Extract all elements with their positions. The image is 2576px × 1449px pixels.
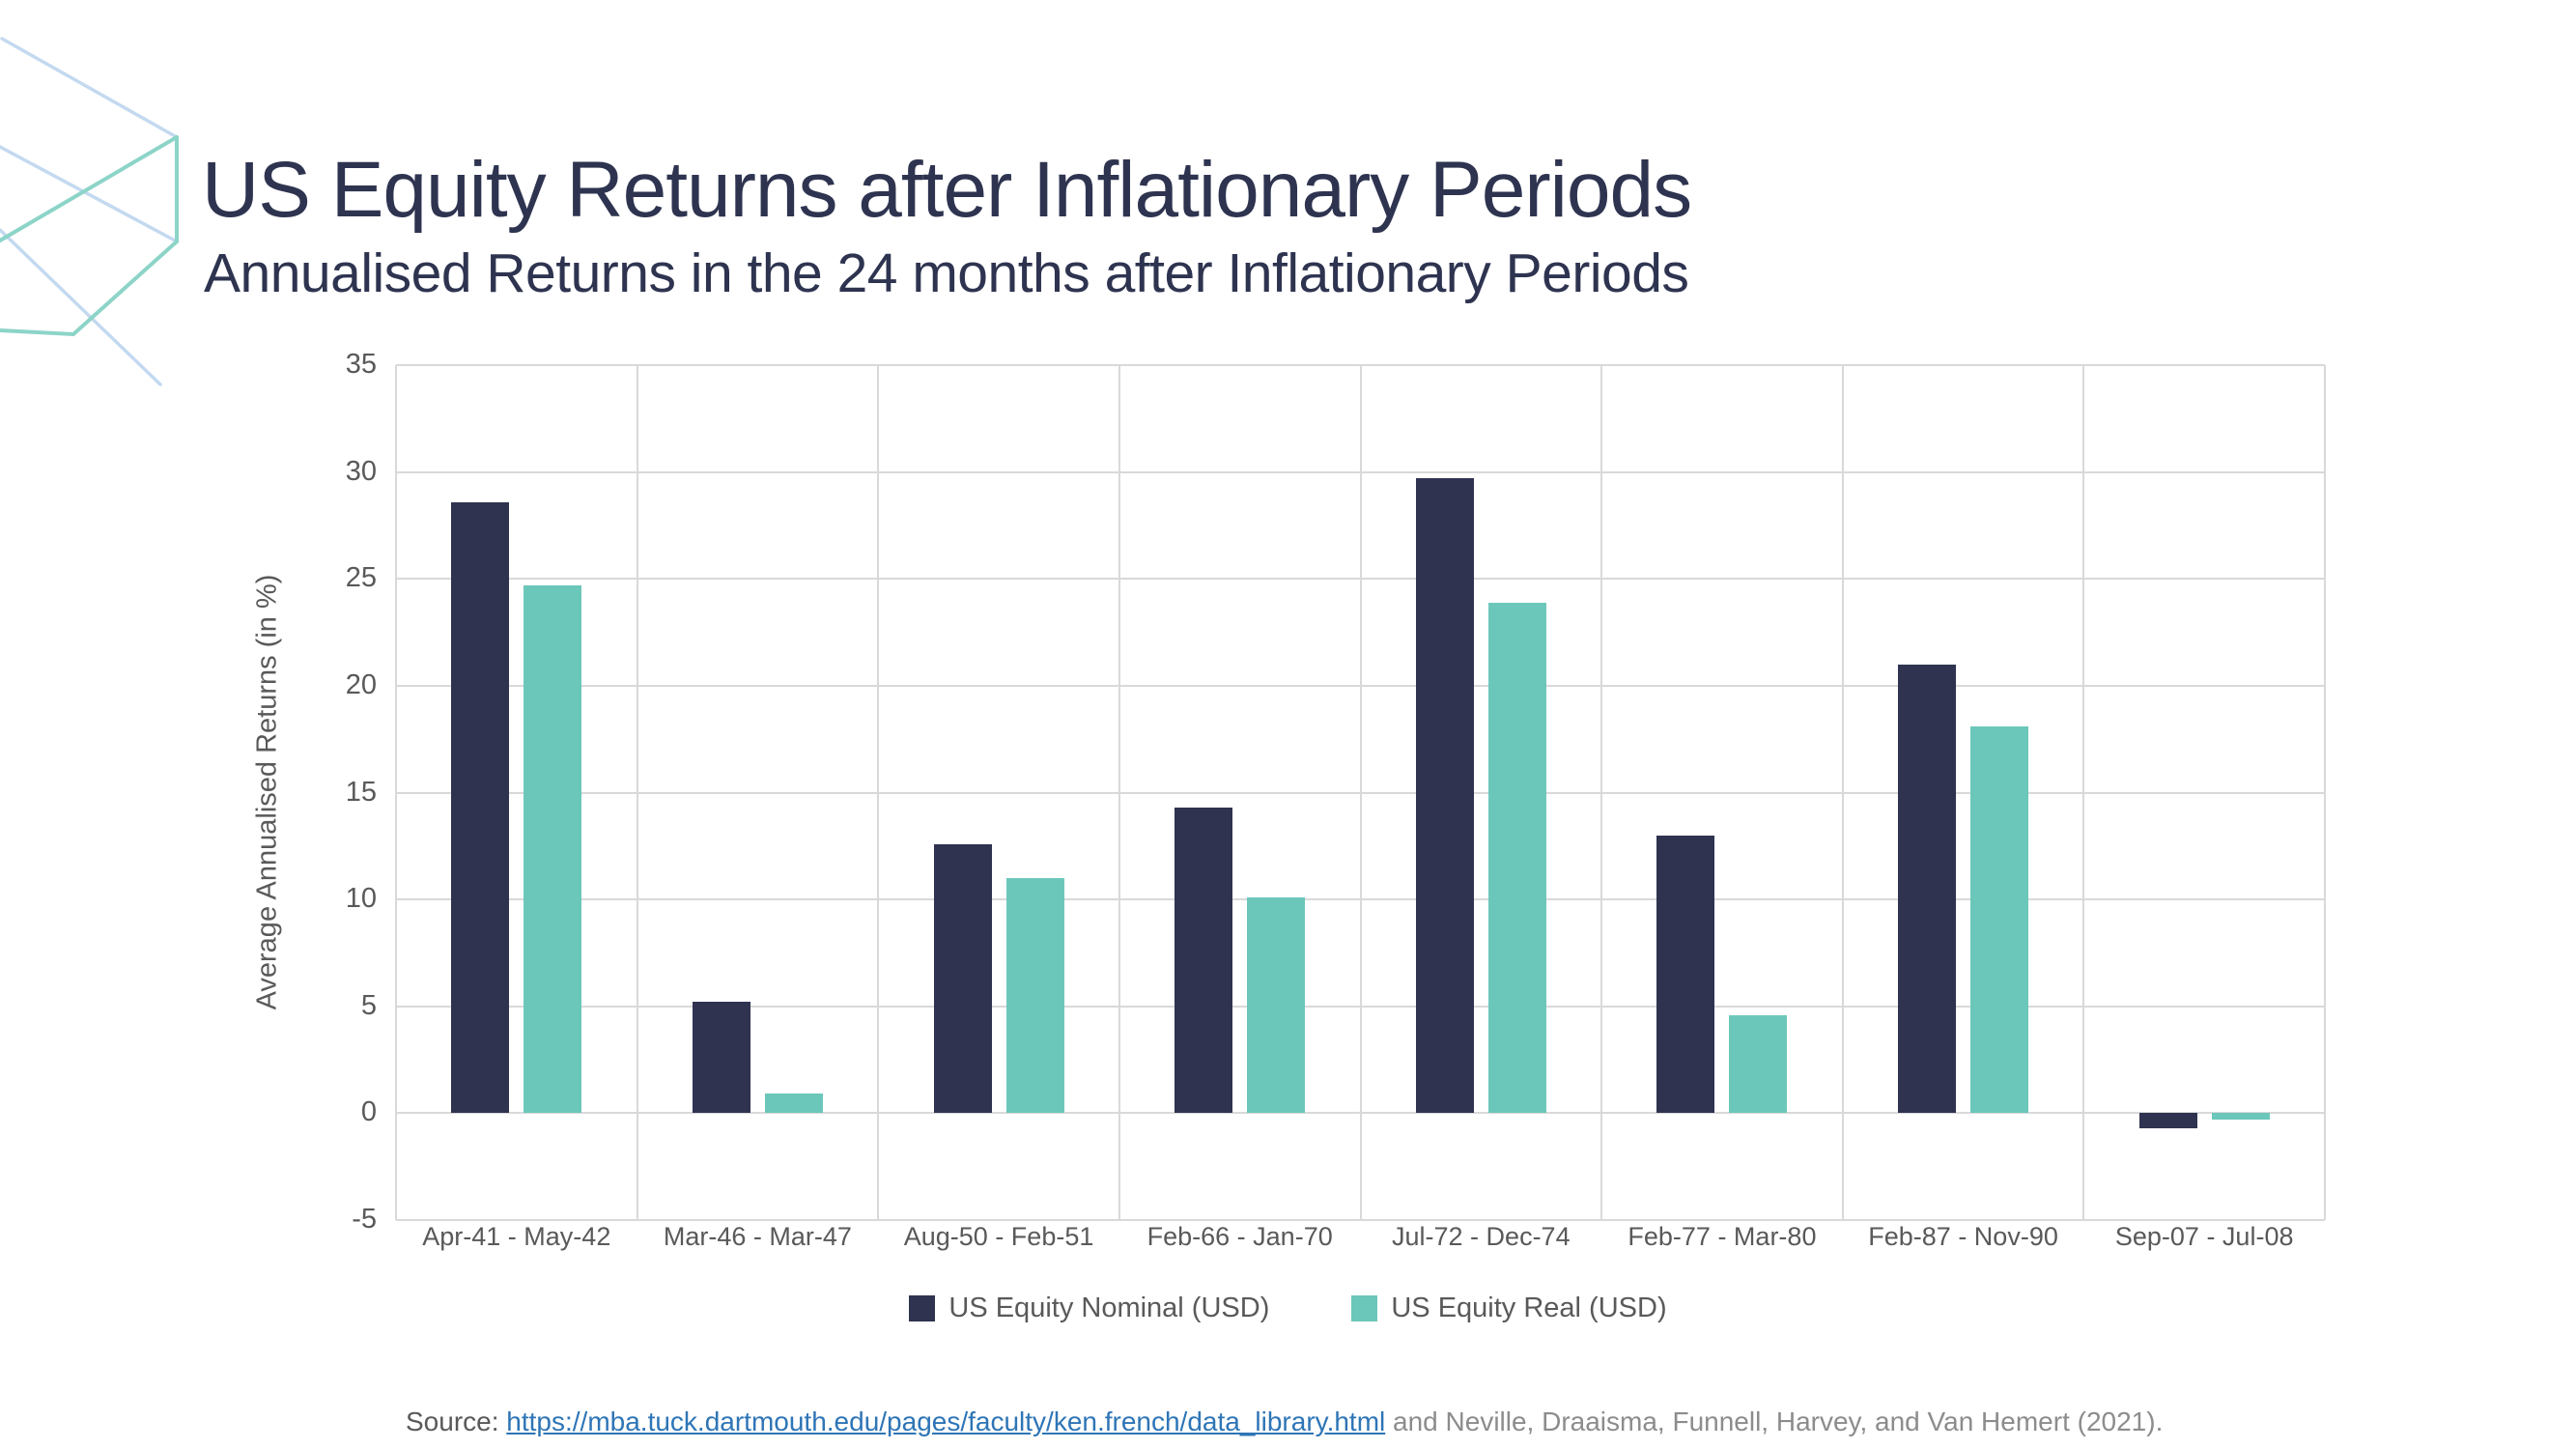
y-tick-label: 20 xyxy=(345,668,377,700)
gridline-vertical xyxy=(395,365,397,1220)
bar-real xyxy=(1729,1014,1788,1114)
legend-item: US Equity Nominal (USD) xyxy=(909,1293,1269,1324)
gridline-vertical xyxy=(2324,365,2326,1220)
y-tick-label: 5 xyxy=(360,989,377,1021)
bar-real xyxy=(764,1094,823,1114)
bar-nominal xyxy=(692,1002,750,1114)
x-category-label: Mar-46 - Mar-47 xyxy=(663,1222,852,1251)
bar-real xyxy=(1005,878,1064,1114)
x-category-label: Feb-66 - Jan-70 xyxy=(1146,1222,1333,1251)
legend-swatch-real xyxy=(1351,1295,1378,1321)
bar-nominal xyxy=(1175,807,1233,1114)
gridline-horizontal xyxy=(396,1219,2325,1221)
x-category-label: Feb-77 - Mar-80 xyxy=(1628,1222,1817,1251)
x-category-label: Jul-72 - Dec-74 xyxy=(1392,1222,1571,1251)
legend-label: US Equity Real (USD) xyxy=(1391,1293,1667,1323)
gridline-vertical xyxy=(636,365,638,1220)
y-tick-label: 30 xyxy=(345,455,377,487)
x-category-label: Aug-50 - Feb-51 xyxy=(903,1222,1094,1251)
bar-nominal xyxy=(1415,478,1474,1114)
bar-nominal xyxy=(451,501,510,1114)
legend-item: US Equity Real (USD) xyxy=(1351,1293,1667,1324)
page-title: US Equity Returns after Inflationary Per… xyxy=(202,146,1692,234)
x-category-label: Apr-41 - May-42 xyxy=(422,1222,611,1251)
bar-real xyxy=(524,584,582,1114)
gridline-vertical xyxy=(1841,365,1844,1220)
y-tick-label: 25 xyxy=(345,562,377,594)
gridline-vertical xyxy=(1600,365,1603,1220)
bar-nominal xyxy=(1898,664,1957,1114)
legend-swatch-nominal xyxy=(909,1295,936,1321)
bar-nominal xyxy=(933,843,992,1114)
source-link[interactable]: https://mba.tuck.dartmouth.edu/pages/fac… xyxy=(506,1406,1386,1436)
y-tick-label: 15 xyxy=(345,776,377,808)
plot-area xyxy=(395,364,2326,1221)
bar-real xyxy=(1487,602,1546,1114)
cube-decoration-icon xyxy=(0,37,179,386)
gridline-vertical xyxy=(877,365,880,1220)
y-tick-label: -5 xyxy=(352,1204,377,1235)
bar-real xyxy=(1970,725,2029,1114)
gridline-vertical xyxy=(2082,365,2085,1220)
source-line: Source: https://mba.tuck.dartmouth.edu/p… xyxy=(406,1406,2163,1437)
bar-nominal xyxy=(2138,1113,2197,1128)
bar-real xyxy=(1247,896,1306,1114)
bar-real xyxy=(2211,1113,2270,1120)
y-tick-label: 35 xyxy=(345,349,377,380)
chart-legend: US Equity Nominal (USD) US Equity Real (U… xyxy=(0,1293,2576,1324)
y-tick-label: 0 xyxy=(360,1096,377,1128)
legend-label: US Equity Nominal (USD) xyxy=(948,1293,1270,1323)
x-category-label: Sep-07 - Jul-08 xyxy=(2114,1222,2294,1251)
page-subtitle: Annualised Returns in the 24 months afte… xyxy=(204,242,1689,304)
gridline-vertical xyxy=(1118,365,1120,1220)
source-suffix: and Neville, Draaisma, Funnell, Harvey, … xyxy=(1385,1406,2164,1436)
source-prefix: Source: xyxy=(406,1406,507,1436)
x-category-label: Feb-87 - Nov-90 xyxy=(1868,1222,2058,1251)
bar-nominal xyxy=(1656,835,1715,1114)
y-tick-label: 10 xyxy=(345,883,377,915)
gridline-vertical xyxy=(1359,365,1362,1220)
